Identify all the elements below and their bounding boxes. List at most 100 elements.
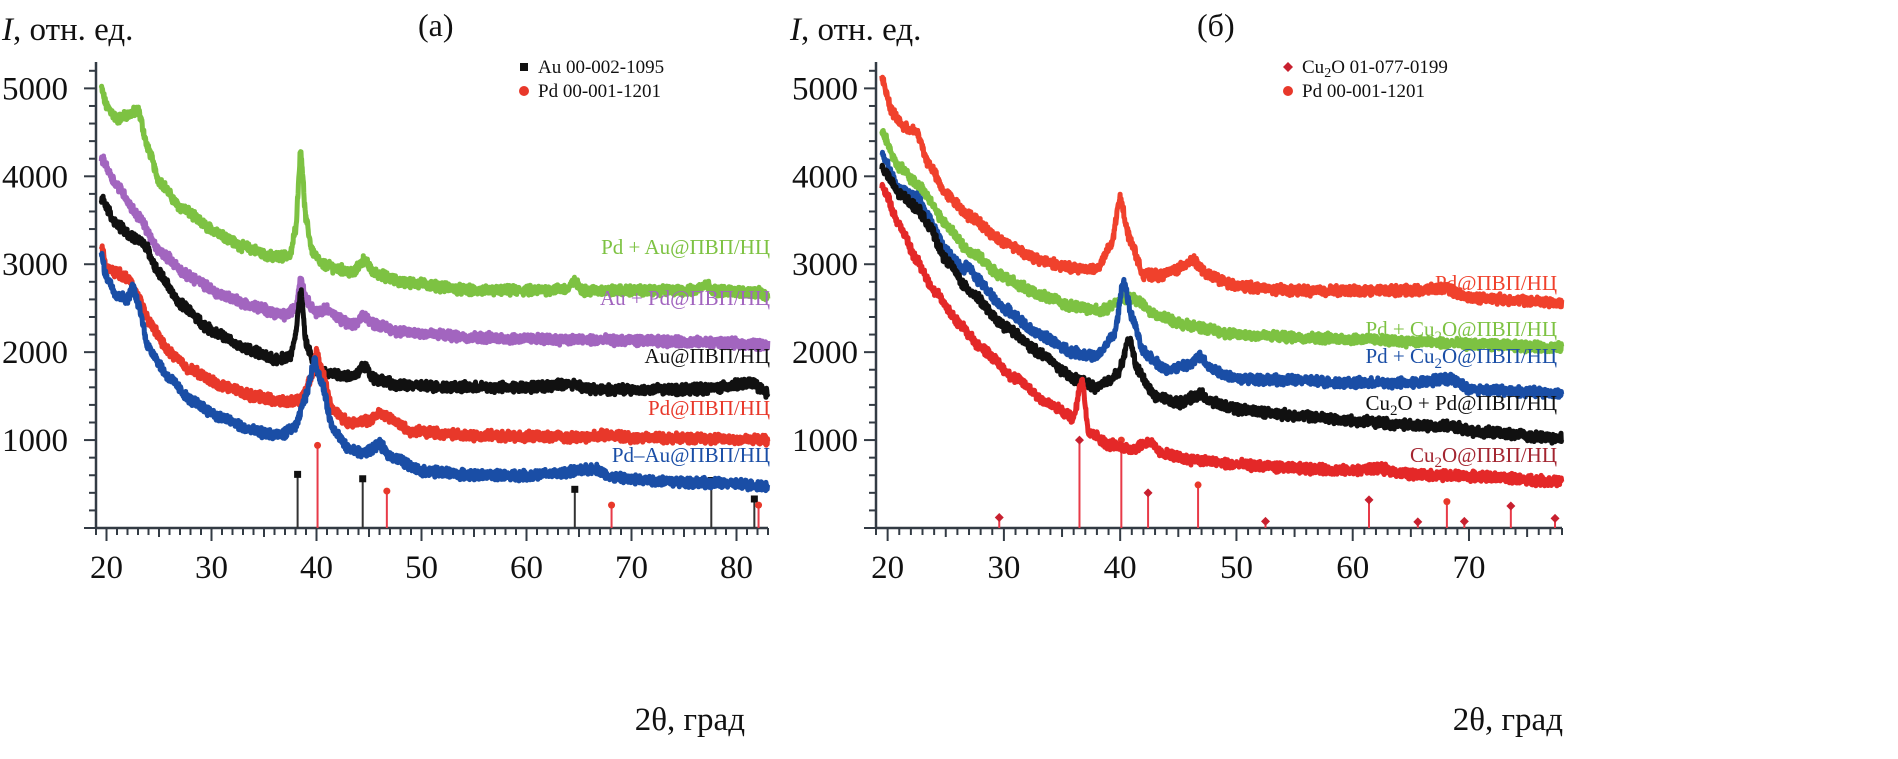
- legend-label-part: O 01-077-0199: [1331, 57, 1448, 78]
- reference-line-pd: [1194, 481, 1202, 528]
- axes: 1000 2000 3000 4000 5000 20 30 40 50 60 70: [792, 62, 1563, 586]
- legend-label: Pd 00-001-1201: [1302, 81, 1425, 102]
- axes: 1000 2000 3000 4000 5000 20 30 40 50 60 70 80: [2, 62, 769, 586]
- series-label: Pd + Cu2O@ПВП/НЦ: [1365, 344, 1557, 372]
- legend-label-part: Pd 00-001-1201: [1302, 81, 1425, 102]
- series-label-part: Pd + Cu: [1365, 317, 1435, 341]
- series-label: Au@ПВП/НЦ: [644, 344, 770, 368]
- circle-marker-icon: [314, 441, 322, 449]
- series-label: Pd–Au@ПВП/НЦ: [612, 443, 770, 467]
- reference-line-pd: [608, 501, 616, 528]
- x-tick-label: 20: [871, 550, 904, 586]
- circle-marker-icon: [1194, 481, 1202, 489]
- series-label-subscript: 2: [1390, 403, 1398, 419]
- series-label: Pd + Cu2O@ПВП/НЦ: [1365, 317, 1557, 345]
- x-tick-label: 70: [615, 550, 648, 586]
- square-legend-icon: [520, 63, 528, 71]
- y-tick-label: 2000: [792, 335, 858, 371]
- x-tick-label: 30: [195, 550, 228, 586]
- diamond-legend-icon: [1283, 62, 1293, 72]
- x-tick-label: 50: [1220, 550, 1253, 586]
- x-tick-label: 30: [987, 550, 1020, 586]
- x-tick-label: 60: [1336, 550, 1369, 586]
- series-label: Pd + Au@ПВП/НЦ: [601, 235, 770, 259]
- reference-line-au: [359, 475, 367, 528]
- reference-lines: [294, 441, 763, 528]
- diamond-marker-icon: [1143, 488, 1153, 498]
- reference-line-cu2o: [1413, 517, 1423, 528]
- legend-label: Cu2O 01-077-0199: [1302, 57, 1448, 81]
- series-3-line: [879, 162, 1565, 446]
- circle-marker-icon: [608, 501, 616, 509]
- y-tick-label: 5000: [2, 71, 68, 107]
- reference-line-cu2o: [1364, 495, 1374, 528]
- series-3-line: [98, 243, 771, 448]
- diamond-marker-icon: [1261, 516, 1271, 526]
- diamond-marker-icon: [1459, 516, 1469, 526]
- legend-item-0: Au 00-002-1095: [520, 57, 664, 78]
- reference-line-pd: [383, 487, 391, 528]
- x-axis-title: 2θ, град: [1453, 702, 1563, 738]
- diamond-marker-icon: [1506, 501, 1516, 511]
- reference-line-pd: [755, 501, 763, 528]
- series-label: Cu2O + Pd@ПВП/НЦ: [1365, 391, 1557, 419]
- reference-line-cu2o: [1550, 513, 1560, 528]
- y-tick-label: 1000: [2, 423, 68, 459]
- panel-b-chart: I, отн. ед. (б) 2θ, град Cu2O 01-077-019…: [789, 7, 1565, 738]
- series-label: Pd@ПВП/НЦ: [648, 396, 770, 420]
- reference-lines: [994, 435, 1560, 528]
- series-label: Cu2O@ПВП/НЦ: [1410, 443, 1557, 471]
- square-marker-icon: [571, 485, 579, 493]
- x-tick-label: 70: [1452, 550, 1485, 586]
- y-tick-label: 1000: [792, 423, 858, 459]
- x-tick-label: 40: [300, 550, 333, 586]
- reference-line-cu2o: [1459, 516, 1469, 528]
- x-tick-label: 40: [1104, 550, 1137, 586]
- y-tick-label: 4000: [792, 159, 858, 195]
- square-marker-icon: [750, 495, 758, 503]
- circle-legend-icon: [519, 86, 529, 96]
- series-4-line: [98, 250, 771, 494]
- reference-line-cu2o: [994, 512, 1004, 528]
- y-axis-title-symbol: I: [789, 12, 803, 48]
- series-label-part: Pd + Cu: [1365, 344, 1435, 368]
- diamond-marker-icon: [1364, 495, 1374, 505]
- reference-line-au: [571, 485, 579, 528]
- diamond-marker-icon: [1413, 517, 1423, 527]
- reference-line-cu2o: [1261, 516, 1271, 528]
- circle-marker-icon: [383, 487, 391, 495]
- reference-line-pd: [1443, 498, 1451, 528]
- series-label-part: Cu: [1410, 443, 1435, 467]
- y-tick-label: 2000: [2, 335, 68, 371]
- reference-line-cu2o: [1074, 435, 1084, 528]
- series-label-subscript: 2: [1434, 455, 1442, 471]
- x-tick-label: 60: [510, 550, 543, 586]
- series-2-line: [98, 193, 771, 400]
- y-axis-title-units: , отн. ед.: [13, 12, 133, 48]
- diamond-marker-icon: [994, 512, 1004, 522]
- series-label: Au + Pd@ПВП/НЦ: [600, 286, 770, 310]
- legend-label: Au 00-002-1095: [538, 57, 664, 78]
- circle-marker-icon: [755, 501, 763, 509]
- circle-legend-icon: [1283, 86, 1293, 96]
- series-label-subscript: 2: [1434, 329, 1442, 345]
- series-label: Pd@ПВП/НЦ: [1435, 271, 1557, 295]
- series-group: [98, 83, 771, 494]
- series-label-part: O@ПВП/НЦ: [1442, 317, 1557, 341]
- x-tick-label: 50: [405, 550, 438, 586]
- circle-marker-icon: [1443, 498, 1451, 506]
- series-group: [879, 74, 1565, 489]
- series-label-part: O@ПВП/НЦ: [1442, 443, 1557, 467]
- series-2-line: [879, 149, 1565, 400]
- series-0-line: [879, 74, 1565, 310]
- panel-label: (a): [418, 7, 454, 43]
- legend-label-part: Cu: [1302, 57, 1325, 78]
- y-tick-label: 3000: [2, 247, 68, 283]
- series-1-line: [98, 153, 771, 353]
- reference-line-pd: [314, 441, 322, 528]
- panel-a-chart: I, отн. ед. (a) 2θ, град Au 00-002-1095 P…: [1, 7, 771, 738]
- series-label-part: Cu: [1365, 391, 1390, 415]
